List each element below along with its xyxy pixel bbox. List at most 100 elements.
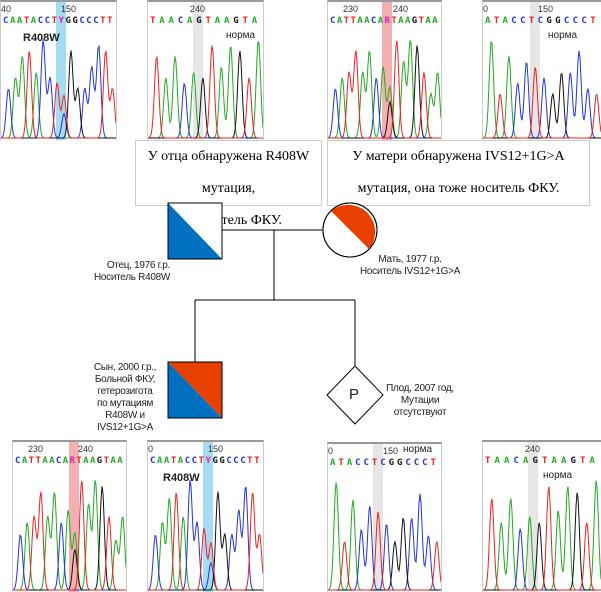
- base-call: A: [357, 16, 364, 26]
- mother-caption-line2: Носитель IVS12+1G>A: [359, 266, 461, 277]
- variant-highlight: [373, 444, 383, 592]
- base-call: G: [96, 456, 103, 466]
- base-call: A: [16, 16, 23, 26]
- base-call: T: [542, 456, 548, 466]
- base-call: C: [370, 16, 377, 26]
- tick-label: 0: [328, 446, 334, 456]
- base-call: G: [532, 456, 539, 466]
- base-call: T: [76, 456, 83, 466]
- base-call: T: [391, 16, 398, 26]
- base-call: C: [44, 16, 51, 26]
- father-caption-line2: Носитель R408W: [93, 272, 170, 283]
- base-call: T: [493, 16, 500, 26]
- base-call: T: [35, 456, 42, 466]
- base-call: A: [404, 16, 411, 26]
- position-ticks: 0 150: [328, 446, 441, 458]
- trace-peaks: [13, 480, 126, 591]
- base-call: C: [355, 458, 362, 468]
- base-call: C: [191, 456, 198, 466]
- base-call: G: [65, 16, 72, 26]
- trace-peaks: [1, 39, 116, 139]
- base-call: T: [343, 16, 350, 26]
- base-call: T: [51, 16, 58, 26]
- base-call: T: [170, 456, 177, 466]
- panel-label: R408W: [23, 32, 60, 44]
- tick-label: 230: [28, 444, 44, 454]
- base-call: C: [226, 456, 233, 466]
- base-sequence: CAATACCTYGGCCCTT: [3, 16, 114, 26]
- trace-T: [483, 67, 601, 139]
- base-call: A: [551, 456, 558, 466]
- tick-label: 240: [525, 444, 541, 454]
- mother-caption: Мать, 1977 г.р. Носитель IVS12+1G>A: [355, 254, 465, 278]
- base-call: Y: [205, 456, 212, 466]
- base-call: G: [570, 456, 577, 466]
- base-call: G: [212, 456, 219, 466]
- base-call: G: [219, 456, 226, 466]
- chromatogram-father-r408w: 40 150 CAATACCTYGGCCCTT R408W: [0, 0, 117, 140]
- trace-G: [148, 50, 263, 139]
- base-call: G: [555, 16, 562, 26]
- mother-symbol: [322, 202, 378, 258]
- trace-peaks: [148, 41, 263, 139]
- base-call: C: [79, 16, 86, 26]
- base-call: T: [338, 458, 345, 468]
- tick-label: 230: [343, 4, 359, 14]
- base-call: A: [346, 458, 353, 468]
- base-call: A: [83, 456, 90, 466]
- chromatogram-son-ivs12: 230 240 CATTAACARTAAGTAA: [12, 440, 127, 592]
- base-call: C: [15, 456, 21, 466]
- son-caption-line: IVS12+1G>A: [97, 422, 153, 433]
- panel-label: норма: [403, 444, 433, 455]
- trace-G: [13, 486, 126, 591]
- base-call: A: [364, 16, 370, 26]
- trace-T: [148, 492, 263, 591]
- base-call: G: [411, 16, 418, 26]
- base-call: A: [504, 456, 510, 466]
- position-ticks: 230 240: [328, 4, 441, 16]
- base-call: A: [21, 456, 28, 466]
- base-call: C: [513, 456, 520, 466]
- father-caption: Отец, 1976 г.р. Носитель R408W: [80, 260, 170, 284]
- base-call: R: [69, 456, 76, 466]
- base-call: C: [563, 16, 570, 26]
- mother-caption-line1: Мать, 1977 г.р.: [378, 254, 442, 265]
- base-call: A: [589, 456, 596, 466]
- fetus-caption-line: отсутствуют: [393, 407, 447, 418]
- son-caption-line: R408W и: [105, 410, 145, 421]
- base-call: A: [425, 16, 432, 26]
- base-call: C: [330, 16, 336, 26]
- trace-T: [148, 45, 263, 139]
- father-caption-line1: Отец, 1976 г.р.: [106, 260, 170, 271]
- base-call: A: [117, 456, 124, 466]
- tick-label: 150: [538, 4, 554, 14]
- tick-label: 150: [61, 4, 77, 14]
- tick-label: 240: [393, 4, 409, 14]
- base-call: C: [537, 16, 544, 26]
- base-call: T: [107, 16, 113, 26]
- base-sequence: CATTAACARTAAGTAA: [15, 456, 124, 466]
- son-caption: Сын, 2000 г.р., Больной ФКУ, гетерозигот…: [85, 362, 165, 434]
- base-call: C: [184, 456, 191, 466]
- base-call: T: [198, 456, 205, 466]
- position-ticks: 40 150: [1, 4, 116, 16]
- base-call: T: [103, 456, 110, 466]
- base-call: A: [159, 16, 166, 26]
- trace-peaks: [483, 41, 601, 139]
- base-call: T: [150, 16, 156, 26]
- base-call: A: [502, 16, 509, 26]
- trace-T: [1, 49, 116, 139]
- base-call: C: [413, 458, 420, 468]
- base-call: A: [377, 16, 384, 26]
- base-call: A: [156, 456, 163, 466]
- base-call: C: [93, 16, 100, 26]
- mother-finding-line2: мутация, она тоже носитель ФКУ.: [357, 181, 560, 196]
- position-ticks: 0 150: [483, 4, 601, 16]
- fetus-caption: Плод, 2007 год, Мутации отсутствуют: [380, 383, 460, 419]
- base-call: G: [233, 16, 240, 26]
- base-call: A: [561, 456, 567, 466]
